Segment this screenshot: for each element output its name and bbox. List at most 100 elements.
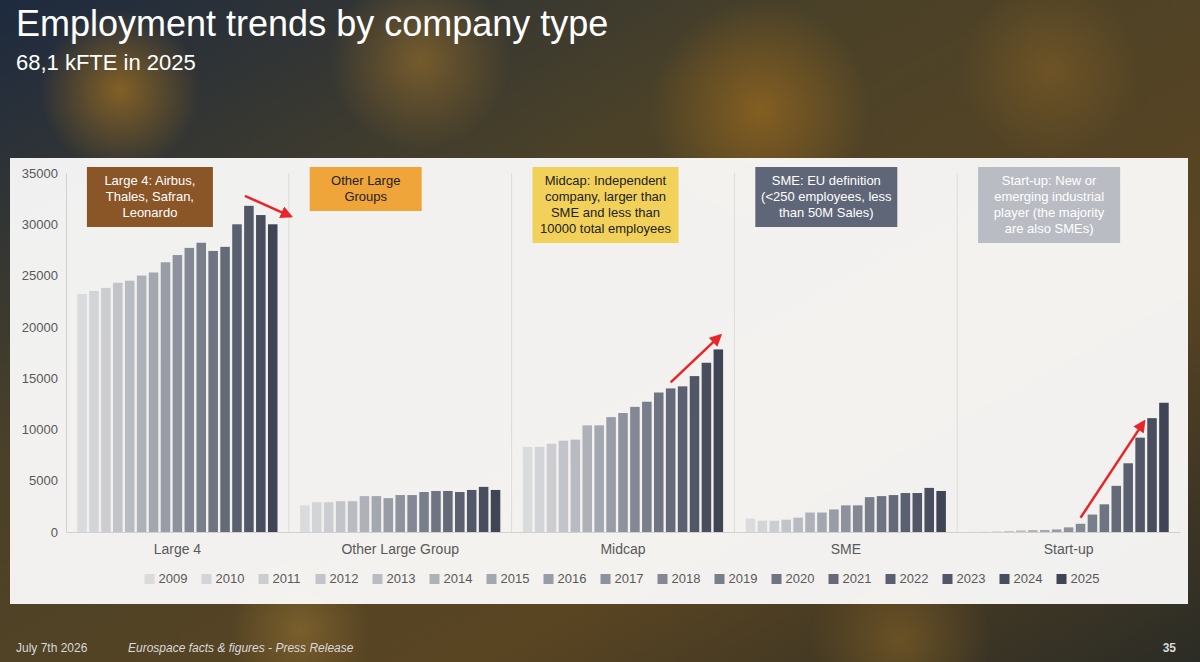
- bar: [829, 509, 839, 532]
- x-tick-label: Large 4: [154, 541, 202, 557]
- bar: [384, 498, 394, 532]
- legend-label: 2010: [216, 571, 245, 586]
- bar: [924, 488, 934, 532]
- bar: [606, 417, 616, 532]
- bar: [336, 501, 346, 532]
- bar: [523, 447, 533, 532]
- legend-label: 2017: [615, 571, 644, 586]
- legend-swatch: [829, 574, 839, 584]
- annotation-box: [533, 167, 679, 243]
- legend-label: 2014: [444, 571, 473, 586]
- y-tick: 5000: [29, 473, 66, 488]
- title: Employment trends by company type: [16, 3, 608, 44]
- legend-swatch: [316, 574, 326, 584]
- bar: [113, 283, 123, 532]
- annotation-box: [310, 167, 422, 211]
- plot-panel: [10, 158, 1188, 604]
- bar: [853, 505, 863, 532]
- y-tick: 0: [51, 525, 66, 540]
- legend-swatch: [373, 574, 383, 584]
- annotation-text: Other LargeGroups: [331, 173, 400, 204]
- bars: [77, 206, 1168, 532]
- bar: [300, 505, 310, 532]
- bar: [630, 407, 640, 532]
- legend-label: 2024: [1014, 571, 1043, 586]
- bar: [618, 413, 628, 532]
- bar: [443, 491, 453, 532]
- bar: [535, 447, 545, 532]
- bar: [324, 502, 334, 532]
- legend-label: 2013: [387, 571, 416, 586]
- annotation-text: Large 4: Airbus,Thales, Safran,Leonardo: [104, 173, 195, 220]
- bar: [594, 425, 604, 532]
- y-tick-label: 5000: [29, 473, 58, 488]
- bar: [865, 497, 875, 532]
- x-tick: Large 4: [154, 532, 202, 557]
- legend-label: 2012: [330, 571, 359, 586]
- y-tick-label: 25000: [22, 268, 58, 283]
- bar: [1135, 438, 1145, 532]
- x-tick: Midcap: [600, 532, 645, 557]
- y-tick-label: 35000: [22, 166, 58, 181]
- bar: [1123, 463, 1133, 532]
- bar: [992, 531, 1002, 532]
- x-tick-label: SME: [831, 541, 861, 557]
- trend-arrow: [1081, 422, 1145, 518]
- x-tick: Start-up: [1044, 532, 1094, 557]
- bar: [805, 513, 815, 532]
- legend-label: 2021: [843, 571, 872, 586]
- bar: [491, 490, 501, 532]
- annotation-box: [755, 167, 897, 227]
- annotation-box: [87, 167, 213, 227]
- bar: [137, 276, 147, 532]
- bar: [770, 521, 780, 532]
- legend-swatch: [487, 574, 497, 584]
- bar: [793, 518, 803, 532]
- bar: [1088, 515, 1098, 532]
- bar: [185, 248, 195, 532]
- bar: [1052, 529, 1062, 532]
- bar: [268, 224, 278, 532]
- bar: [642, 402, 652, 532]
- bar: [89, 291, 99, 532]
- bar: [348, 501, 358, 532]
- bar: [479, 487, 489, 532]
- bar: [714, 349, 724, 532]
- bar: [1016, 530, 1026, 532]
- bar: [419, 492, 429, 532]
- y-tick: 25000: [22, 268, 66, 283]
- bar: [1064, 527, 1074, 532]
- legend: 2009201020112012201320142015201620172018…: [145, 571, 1100, 586]
- legend-swatch: [886, 574, 896, 584]
- bar: [702, 363, 712, 532]
- bar: [395, 495, 405, 532]
- x-axis: Large 4Other Large GroupMidcapSMEStart-u…: [67, 532, 1181, 557]
- bar: [455, 492, 465, 532]
- subtitle: 68,1 kFTE in 2025: [16, 50, 196, 75]
- bar: [1100, 504, 1110, 532]
- legend-swatch: [259, 574, 269, 584]
- bar: [467, 490, 477, 532]
- bar: [173, 255, 183, 532]
- y-tick: 15000: [22, 371, 66, 386]
- legend-swatch: [715, 574, 725, 584]
- bar: [666, 388, 676, 532]
- bar: [1076, 524, 1086, 532]
- bar: [312, 502, 322, 532]
- legend-label: 2011: [273, 571, 301, 586]
- y-tick: 35000: [22, 166, 66, 181]
- bar: [220, 247, 230, 532]
- y-tick: 30000: [22, 217, 66, 232]
- bar: [161, 262, 171, 532]
- y-axis: 05000100001500020000250003000035000: [22, 166, 67, 540]
- legend-swatch: [544, 574, 554, 584]
- bar: [125, 281, 135, 532]
- group-separator: [511, 173, 512, 532]
- footer-date: July 7th 2026: [16, 641, 88, 655]
- bar: [547, 444, 557, 532]
- legend-swatch: [943, 574, 953, 584]
- y-axis-line: [66, 174, 67, 533]
- legend-label: 2018: [672, 571, 701, 586]
- bar: [678, 386, 688, 532]
- footer-page: 35: [1163, 641, 1177, 655]
